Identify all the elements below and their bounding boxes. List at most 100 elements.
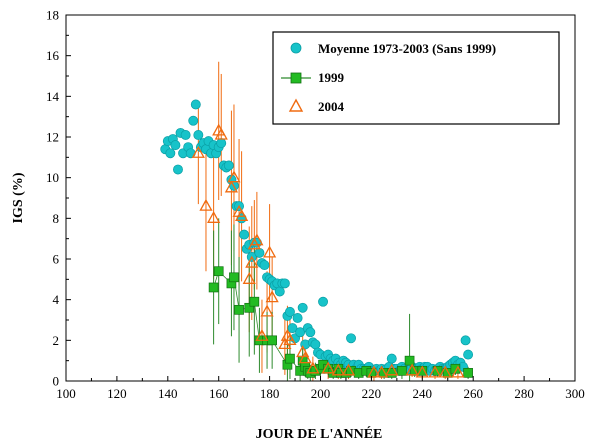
- x-tick-label: 160: [209, 386, 229, 401]
- point-moyenne: [310, 339, 321, 350]
- y-tick-label: 2: [53, 333, 60, 348]
- point-1999: [208, 282, 219, 293]
- x-tick-label: 240: [413, 386, 433, 401]
- point-moyenne: [386, 353, 397, 364]
- x-tick-label: 120: [107, 386, 127, 401]
- point-2004: [283, 332, 297, 345]
- point-moyenne: [165, 148, 176, 159]
- point-moyenne: [297, 302, 308, 313]
- x-tick-label: 220: [362, 386, 382, 401]
- y-tick-label: 14: [46, 89, 60, 104]
- y-tick-label: 4: [53, 292, 60, 307]
- point-1999: [229, 272, 239, 283]
- point-2004: [250, 233, 264, 246]
- legend: Moyenne 1973-2003 (Sans 1999) 1999 2004: [272, 31, 560, 125]
- point-2004: [191, 145, 205, 158]
- point-moyenne: [193, 130, 204, 140]
- x-tick-label: 100: [56, 386, 76, 401]
- y-tick-label: 10: [46, 170, 59, 185]
- point-2004: [374, 365, 389, 378]
- point-moyenne: [259, 260, 270, 271]
- point-moyenne: [223, 160, 234, 171]
- legend-label-1999: 1999: [318, 70, 345, 85]
- point-2004: [214, 127, 228, 140]
- legend-marker-2004: [288, 98, 304, 112]
- point-2004: [245, 255, 259, 268]
- point-2004: [235, 208, 249, 221]
- y-tick-label: 18: [46, 8, 59, 23]
- point-moyenne: [188, 115, 199, 126]
- legend-marker-1999: [290, 72, 302, 84]
- point-2004: [298, 351, 312, 364]
- point-2004: [227, 170, 241, 183]
- x-tick-label: 140: [158, 386, 178, 401]
- point-1999: [213, 266, 224, 277]
- point-2004: [263, 245, 277, 258]
- point-moyenne: [274, 286, 285, 297]
- point-2004: [224, 180, 239, 193]
- point-moyenne: [287, 323, 298, 334]
- point-moyenne: [190, 99, 201, 110]
- point-2004: [331, 363, 345, 376]
- legend-label-2004: 2004: [318, 99, 345, 114]
- point-moyenne: [216, 138, 227, 149]
- x-tick-label: 280: [514, 386, 534, 401]
- point-1999: [285, 353, 295, 364]
- point-moyenne: [180, 130, 191, 140]
- point-2004: [428, 365, 442, 378]
- point-1999: [463, 368, 473, 378]
- point-1999: [450, 363, 461, 374]
- point-2004: [207, 210, 221, 223]
- point-moyenne: [254, 247, 265, 258]
- point-1999: [397, 365, 407, 376]
- point-moyenne: [279, 278, 290, 289]
- y-tick-label: 0: [53, 374, 60, 389]
- point-moyenne: [292, 313, 303, 323]
- point-2004: [451, 365, 465, 378]
- point-moyenne: [239, 229, 250, 240]
- point-2004: [265, 290, 279, 303]
- point-1999: [244, 302, 255, 313]
- point-2004: [199, 198, 213, 211]
- point-moyenne: [463, 349, 474, 360]
- point-moyenne: [173, 164, 183, 175]
- point-moyenne: [460, 335, 471, 346]
- point-2004: [242, 271, 256, 284]
- plot-area: [160, 61, 474, 381]
- x-tick-label: 200: [311, 386, 331, 401]
- x-axis-title: JOUR DE L'ANNÉE: [256, 425, 383, 442]
- point-2004: [385, 363, 399, 376]
- point-moyenne: [170, 140, 181, 151]
- point-2004: [278, 337, 292, 350]
- point-moyenne: [295, 327, 306, 338]
- y-tick-label: 6: [53, 252, 60, 267]
- point-2004: [405, 363, 419, 376]
- legend-box: [272, 31, 560, 125]
- x-tick-label: 260: [463, 386, 483, 401]
- point-1999: [249, 296, 260, 307]
- point-1999: [234, 304, 244, 315]
- y-tick-label: 8: [53, 211, 60, 226]
- point-1999: [404, 355, 415, 366]
- point-1999: [267, 335, 277, 346]
- point-2004: [260, 304, 274, 317]
- y-tick-label: 12: [46, 130, 59, 145]
- point-2004: [306, 361, 320, 374]
- point-moyenne: [318, 296, 328, 307]
- x-tick-label: 180: [260, 386, 280, 401]
- point-moyenne: [285, 306, 295, 317]
- y-axis-title: IGS (%): [11, 172, 26, 223]
- legend-label-moyenne: Moyenne 1973-2003 (Sans 1999): [318, 41, 496, 56]
- point-2004: [255, 328, 269, 341]
- point-2004: [341, 363, 356, 376]
- point-2004: [321, 361, 335, 374]
- point-moyenne: [346, 333, 356, 344]
- point-2004: [438, 365, 452, 378]
- y-tick-label: 16: [46, 48, 60, 63]
- legend-marker-moyenne: [290, 42, 302, 54]
- x-tick-label: 300: [565, 386, 585, 401]
- point-2004: [367, 365, 381, 378]
- point-moyenne: [305, 327, 316, 338]
- axes: 100 120 140 160 180 200 220 240 260 280 300 0 2 4 6 8 10…: [46, 8, 585, 402]
